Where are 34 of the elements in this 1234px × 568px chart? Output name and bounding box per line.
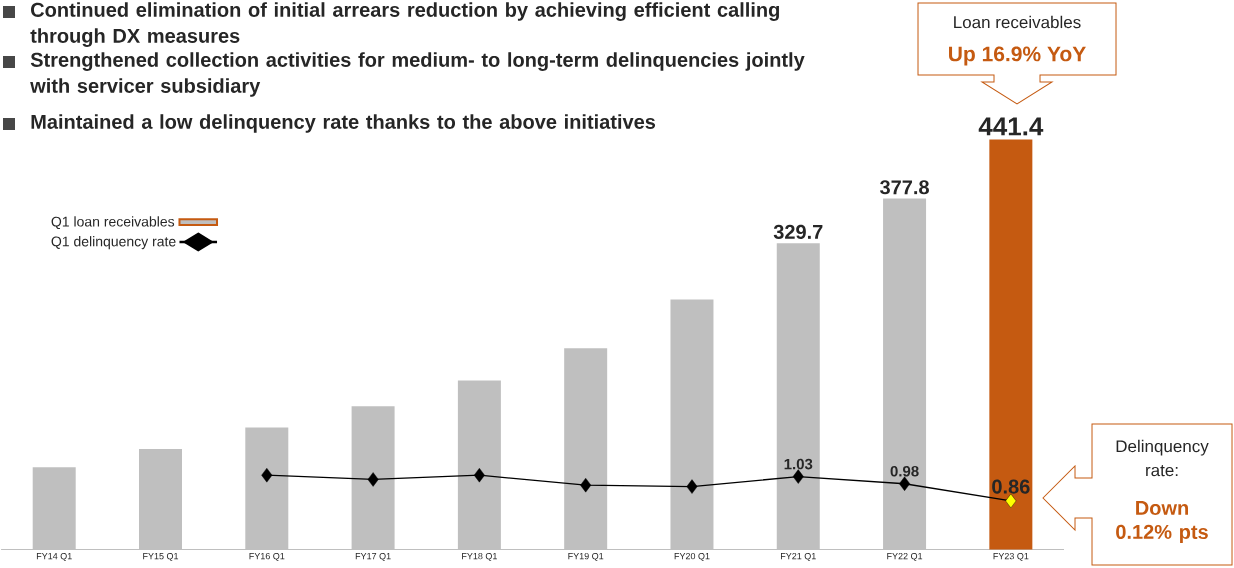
point bbox=[686, 479, 698, 494]
data-label: 329.7 bbox=[773, 224, 823, 240]
x-tick-label: FY17 Q1 bbox=[355, 552, 391, 561]
x-tick-label: FY19 Q1 bbox=[568, 552, 604, 561]
data-label: 0.98 bbox=[890, 465, 919, 477]
x-tick-label: FY20 Q1 bbox=[674, 552, 710, 561]
point bbox=[792, 469, 804, 484]
text: Strengthened collection activities for medium- to long-term delinquencies jointly with servicer subsidiary bbox=[30, 52, 805, 97]
data-label: 377.8 bbox=[879, 180, 929, 195]
point bbox=[261, 467, 273, 483]
bar bbox=[989, 139, 1033, 550]
x-tick-label: FY18 Q1 bbox=[462, 552, 497, 561]
point bbox=[367, 472, 379, 487]
data-label: 1.03 bbox=[784, 458, 813, 470]
text: Delinquency rate: bbox=[1116, 439, 1209, 477]
x-tick-label: FY15 Q1 bbox=[143, 552, 179, 561]
text: Continued elimination of initial arrears reduction by achieving efficient calling through DX measures bbox=[30, 2, 780, 47]
point bbox=[473, 467, 485, 483]
text: Maintained a low delinquency rate thanks to the above initiatives bbox=[31, 114, 656, 133]
legend-label: Q1 delinquency rate bbox=[51, 236, 176, 250]
x-tick-label: FY14 Q1 bbox=[36, 552, 72, 561]
data-label: 0.86 bbox=[992, 479, 1030, 494]
point bbox=[899, 476, 911, 491]
text: Up 16.9% YoY bbox=[949, 46, 1086, 66]
text: Down 0.12% pts bbox=[1116, 501, 1208, 543]
x-tick-label: FY23 Q1 bbox=[993, 552, 1029, 561]
x-tick-label: FY16 Q1 bbox=[249, 552, 285, 561]
legend-label: Q1 loan receivables bbox=[51, 216, 175, 230]
point bbox=[1005, 493, 1017, 509]
x-tick-label: FY21 Q1 bbox=[781, 552, 816, 561]
point bbox=[580, 477, 592, 493]
data-label: 441.4 bbox=[978, 117, 1044, 136]
x-tick-label: FY22 Q1 bbox=[887, 552, 923, 561]
text: Loan receivables bbox=[954, 15, 1081, 29]
